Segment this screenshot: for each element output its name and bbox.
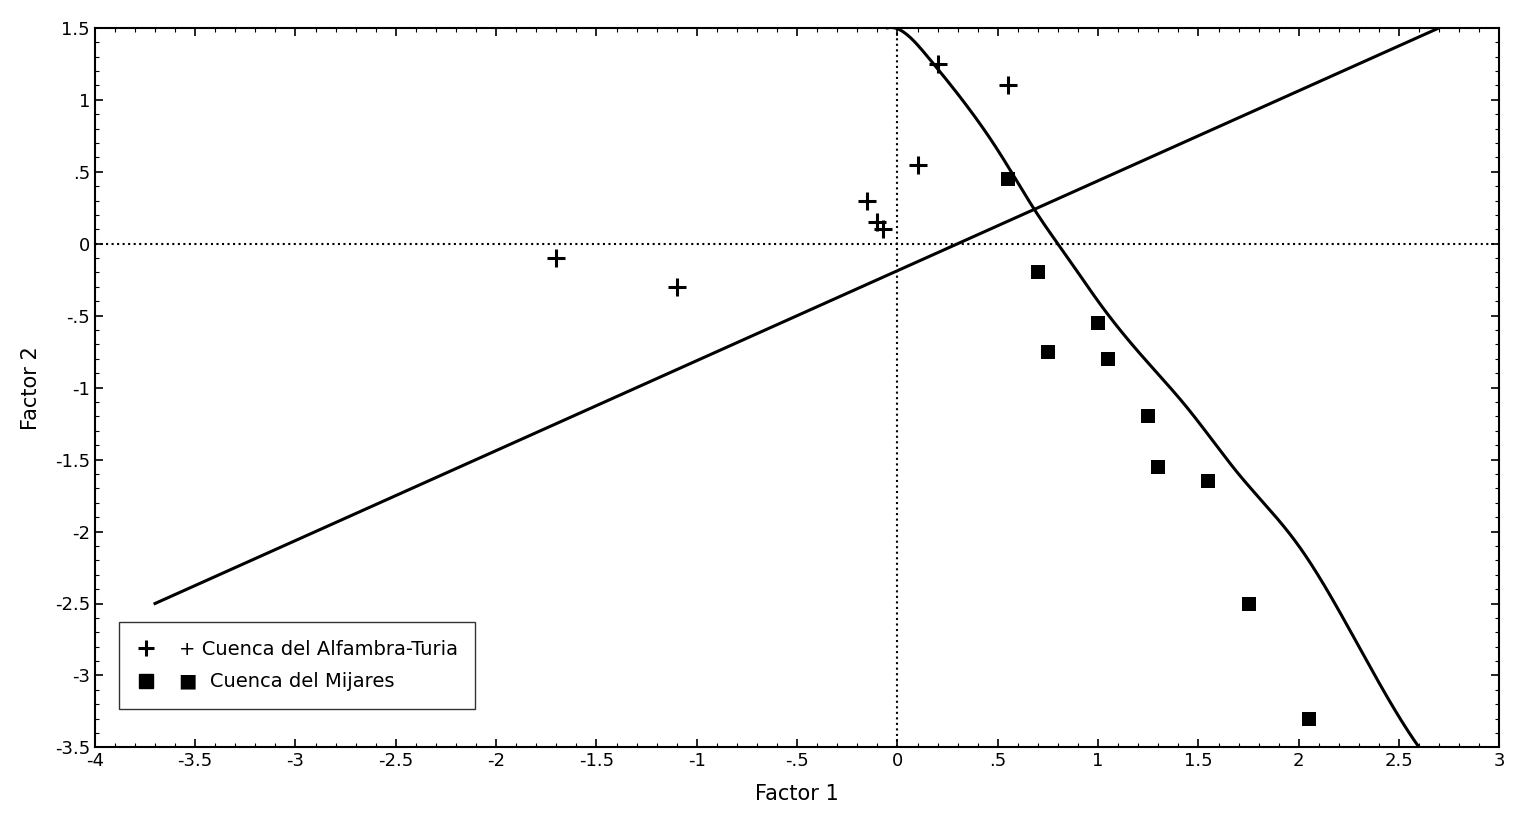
X-axis label: Factor 1: Factor 1	[755, 785, 839, 804]
Legend: + Cuenca del Alfambra-Turia, ■  Cuenca del Mijares: + Cuenca del Alfambra-Turia, ■ Cuenca de…	[119, 622, 476, 709]
Y-axis label: Factor 2: Factor 2	[21, 346, 41, 430]
